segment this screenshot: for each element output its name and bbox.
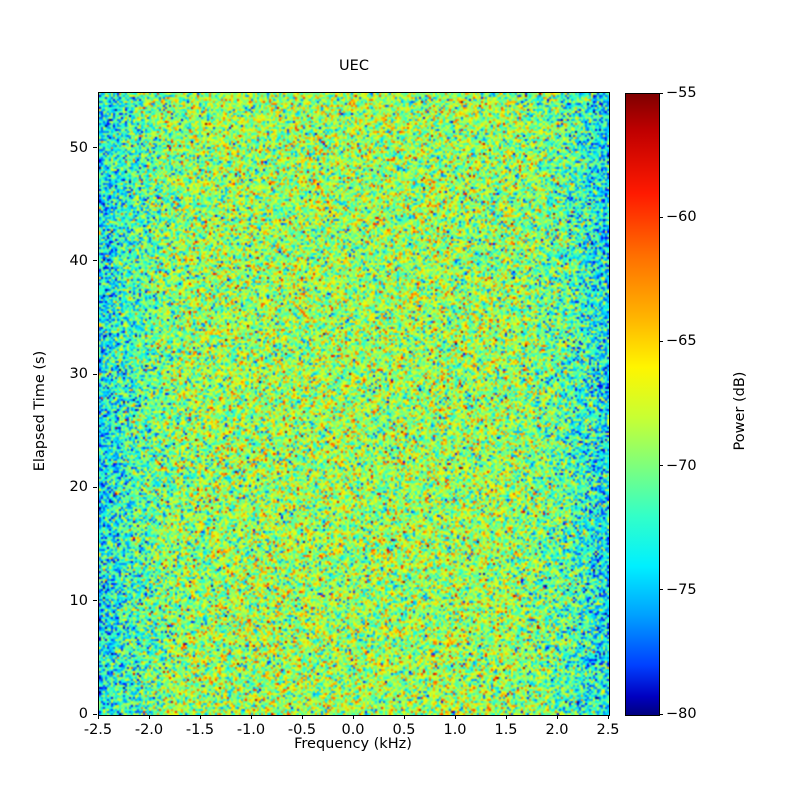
y-tick-label: 10 [69, 592, 88, 609]
x-tick-label: 2.5 [596, 722, 620, 738]
colorbar-gradient [626, 94, 659, 715]
colorbar-tick-label: −55 [666, 85, 697, 101]
x-tick-mark [454, 715, 456, 719]
x-tick-mark [97, 715, 99, 719]
x-tick-mark [556, 715, 558, 719]
x-tick-label: 0.5 [392, 722, 416, 738]
x-tick-label: -1.5 [185, 722, 215, 738]
y-tick-label: 50 [69, 139, 88, 156]
y-tick-mark [93, 486, 97, 488]
colorbar-tick-label: −65 [666, 333, 697, 350]
colorbar-tick-mark [659, 92, 663, 94]
colorbar-tick-mark [659, 340, 663, 342]
x-tick-mark [199, 715, 201, 719]
x-tick-label: -1.0 [236, 722, 266, 738]
x-tick-mark [403, 715, 405, 719]
y-tick-mark [93, 600, 97, 602]
x-axis-label: Frequency (kHz) [294, 736, 412, 752]
x-tick-label: -2.0 [134, 722, 164, 738]
x-tick-label: -2.5 [83, 722, 113, 738]
x-tick-mark [352, 715, 354, 719]
x-tick-label: 0.0 [341, 722, 365, 738]
y-tick-label: 20 [69, 479, 88, 496]
x-tick-mark [607, 715, 609, 719]
colorbar-tick-label: −70 [666, 457, 697, 474]
x-tick-mark [505, 715, 507, 719]
spectrogram-image [99, 93, 609, 715]
colorbar-tick-label: −60 [666, 209, 697, 226]
spectrogram-plot-area [98, 92, 610, 716]
y-axis-label: Elapsed Time (s) [32, 350, 48, 472]
x-tick-mark [250, 715, 252, 719]
x-tick-mark [301, 715, 303, 719]
colorbar-tick-mark [659, 713, 663, 715]
colorbar [625, 93, 660, 716]
colorbar-tick-label: −75 [666, 581, 697, 598]
colorbar-tick-mark [659, 465, 663, 467]
x-tick-mark [148, 715, 150, 719]
y-tick-mark [93, 260, 97, 262]
y-tick-label: 30 [69, 366, 88, 383]
y-tick-label: 0 [78, 706, 88, 722]
colorbar-tick-mark [659, 216, 663, 218]
x-tick-label: -0.5 [287, 722, 317, 738]
y-tick-mark [93, 713, 97, 715]
y-tick-mark [93, 373, 97, 375]
y-tick-label: 40 [69, 252, 88, 269]
y-tick-mark [93, 147, 97, 149]
title-station: UEC [339, 58, 369, 74]
x-tick-label: 1.5 [494, 722, 518, 738]
colorbar-tick-mark [659, 589, 663, 591]
x-tick-label: 1.0 [443, 722, 467, 738]
colorbar-tick-label: −80 [666, 706, 697, 722]
colorbar-label: Power (dB) [732, 371, 748, 451]
x-tick-label: 2.0 [545, 722, 569, 738]
